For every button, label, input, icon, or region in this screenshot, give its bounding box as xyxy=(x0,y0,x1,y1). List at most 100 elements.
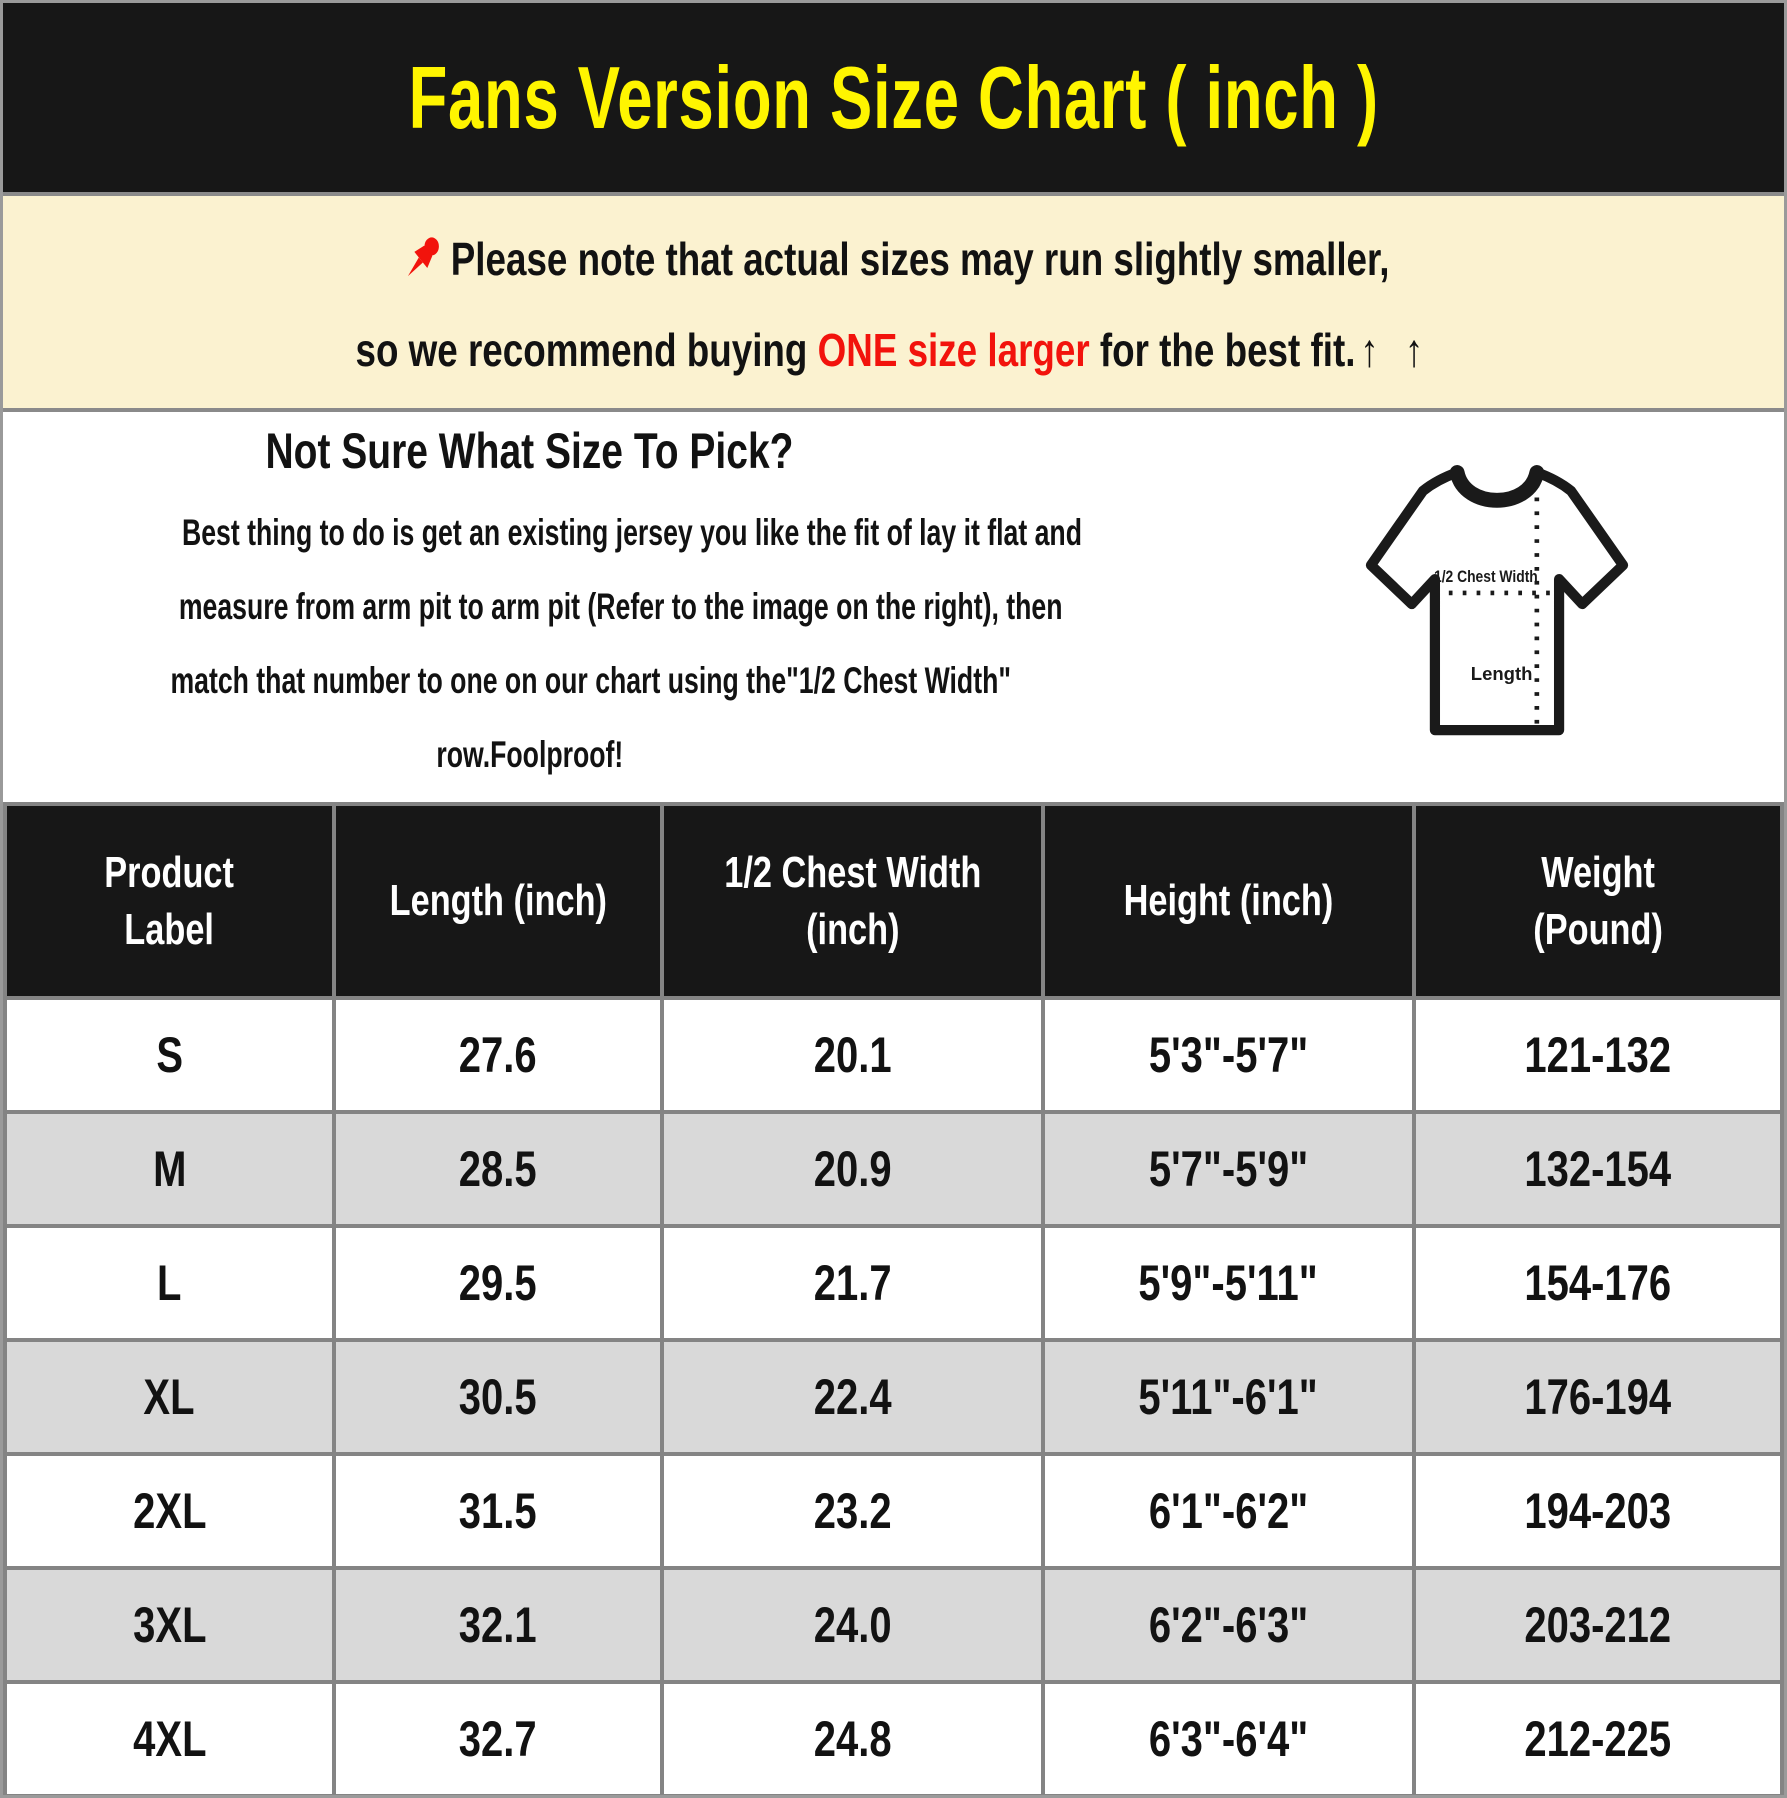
size-label-cell: 2XL xyxy=(3,1452,336,1570)
size-value-cell: 132-154 xyxy=(1412,1110,1784,1228)
guide-section: Not Sure What Size To Pick? Best thing t… xyxy=(3,412,1784,802)
cell-text: 30.5 xyxy=(459,1369,538,1425)
size-label-cell: XL xyxy=(3,1338,336,1456)
chest-width-label: 1/2 Chest Width xyxy=(1434,566,1538,585)
up-arrows: ↑ ↑ xyxy=(1360,323,1432,376)
guide-body-line: match that number to one on our chart us… xyxy=(7,644,1052,718)
size-value-cell: 32.1 xyxy=(331,1566,665,1684)
size-value-cell: 22.4 xyxy=(660,1338,1045,1456)
size-value-cell: 176-194 xyxy=(1412,1338,1784,1456)
page-title-text: Fans Version Size Chart ( inch ) xyxy=(408,47,1379,147)
cell-text: 29.5 xyxy=(459,1255,538,1311)
cell-text: M xyxy=(152,1141,187,1197)
note-line-1: Please note that actual sizes may run sl… xyxy=(3,229,1784,299)
column-header-text: Product Label xyxy=(105,844,235,958)
size-value-cell: 5'3"-5'7" xyxy=(1040,996,1417,1114)
cell-text: 3XL xyxy=(132,1597,207,1653)
size-value-cell: 212-225 xyxy=(1412,1680,1784,1795)
size-row-4xl: 4XL 32.7 24.8 6'3"-6'4" 212-225 xyxy=(3,1680,1784,1795)
size-row-2xl: 2XL 31.5 23.2 6'1"-6'2" 194-203 xyxy=(3,1452,1784,1570)
size-value-cell: 32.7 xyxy=(331,1680,665,1795)
guide-text-block: Not Sure What Size To Pick? Best thing t… xyxy=(7,422,1082,792)
size-value-cell: 29.5 xyxy=(331,1224,665,1342)
size-row-m: M 28.5 20.9 5'7"-5'9" 132-154 xyxy=(3,1110,1784,1228)
size-value-cell: 154-176 xyxy=(1412,1224,1784,1342)
cell-text: 32.1 xyxy=(459,1597,538,1653)
size-value-cell: 20.9 xyxy=(660,1110,1045,1228)
size-label-cell: 4XL xyxy=(3,1680,336,1795)
cell-text: 24.0 xyxy=(813,1597,892,1653)
cell-text: 6'1"-6'2" xyxy=(1148,1483,1309,1539)
column-header-0: Product Label xyxy=(3,802,336,1000)
size-value-cell: 6'2"-6'3" xyxy=(1040,1566,1417,1684)
size-value-cell: 27.6 xyxy=(331,996,665,1114)
size-value-cell: 31.5 xyxy=(331,1452,665,1570)
note-line-2-before: so we recommend buying xyxy=(355,323,818,376)
column-header-line: 1/2 Chest Width xyxy=(724,847,982,897)
cell-text: 20.9 xyxy=(813,1141,892,1197)
guide-heading: Not Sure What Size To Pick? xyxy=(7,422,1052,480)
cell-text: 121-132 xyxy=(1524,1027,1672,1083)
column-header-text: 1/2 Chest Width (inch) xyxy=(724,844,981,958)
column-header-line: Label xyxy=(124,905,215,954)
cell-text: 24.8 xyxy=(813,1711,892,1767)
size-label-cell: L xyxy=(3,1224,336,1342)
size-row-3xl: 3XL 32.1 24.0 6'2"-6'3" 203-212 xyxy=(3,1566,1784,1684)
cell-text: L xyxy=(157,1255,182,1311)
size-value-cell: 20.1 xyxy=(660,996,1045,1114)
cell-text: 132-154 xyxy=(1524,1141,1672,1197)
cell-text: 27.6 xyxy=(459,1027,538,1083)
guide-body-line: measure from arm pit to arm pit (Refer t… xyxy=(7,570,1063,644)
size-value-cell: 28.5 xyxy=(331,1110,665,1228)
column-header-line: Height (inch) xyxy=(1123,876,1334,926)
page-title: Fans Version Size Chart ( inch ) xyxy=(220,47,1567,149)
cell-text: 20.1 xyxy=(813,1027,892,1083)
size-value-cell: 5'9"-5'11" xyxy=(1040,1224,1417,1342)
size-row-xl: XL 30.5 22.4 5'11"-6'1" 176-194 xyxy=(3,1338,1784,1456)
column-header-line: (inch) xyxy=(805,905,900,954)
column-header-line: Product xyxy=(104,847,235,897)
cell-text: 194-203 xyxy=(1524,1483,1672,1539)
guide-heading-text: Not Sure What Size To Pick? xyxy=(265,423,794,479)
size-value-cell: 24.8 xyxy=(660,1680,1045,1795)
cell-text: 21.7 xyxy=(813,1255,892,1311)
pushpin-icon xyxy=(398,229,449,299)
cell-text: 176-194 xyxy=(1524,1369,1672,1425)
cell-text: 28.5 xyxy=(459,1141,538,1197)
column-header-line: (Pound) xyxy=(1533,905,1663,954)
cell-text: 6'3"-6'4" xyxy=(1148,1711,1309,1767)
cell-text: 5'7"-5'9" xyxy=(1148,1141,1309,1197)
size-value-cell: 21.7 xyxy=(660,1224,1045,1342)
size-label-cell: M xyxy=(3,1110,336,1228)
column-header-line: Weight xyxy=(1541,847,1655,897)
size-value-cell: 6'3"-6'4" xyxy=(1040,1680,1417,1795)
note-line-2-content: so we recommend buying ONE size larger f… xyxy=(355,323,1432,376)
cell-text: 32.7 xyxy=(459,1711,538,1767)
column-header-text: Weight (Pound) xyxy=(1533,844,1663,958)
cell-text: 5'11"-6'1" xyxy=(1138,1369,1319,1425)
guide-body-line-text: match that number to one on our chart us… xyxy=(170,660,1011,701)
size-value-cell: 6'1"-6'2" xyxy=(1040,1452,1417,1570)
length-label: Length xyxy=(1471,663,1533,684)
guide-body-line-text: measure from arm pit to arm pit (Refer t… xyxy=(178,586,1063,627)
title-banner: Fans Version Size Chart ( inch ) xyxy=(3,3,1784,196)
column-header-4: Weight (Pound) xyxy=(1412,802,1784,1000)
note-line-1-content: Please note that actual sizes may run sl… xyxy=(398,229,1389,299)
guide-body-line: Best thing to do is get an existing jers… xyxy=(7,496,1082,570)
cell-text: 2XL xyxy=(132,1483,207,1539)
size-row-l: L 29.5 21.7 5'9"-5'11" 154-176 xyxy=(3,1224,1784,1342)
cell-text: 154-176 xyxy=(1524,1255,1672,1311)
column-header-1: Length (inch) xyxy=(331,802,665,1000)
cell-text: 203-212 xyxy=(1524,1597,1672,1653)
size-value-cell: 23.2 xyxy=(660,1452,1045,1570)
guide-body-line-text: row.Foolproof! xyxy=(436,734,623,775)
size-label-cell: S xyxy=(3,996,336,1114)
size-table-body: S 27.6 20.1 5'3"-5'7" 121-132 M 28.5 20.9 5'7"-5… xyxy=(3,996,1784,1795)
cell-text: S xyxy=(156,1027,183,1083)
guide-body-line-text: Best thing to do is get an existing jers… xyxy=(181,512,1082,553)
one-size-larger-highlight: ONE size larger xyxy=(817,323,1090,376)
cell-text: 4XL xyxy=(132,1711,207,1767)
size-value-cell: 194-203 xyxy=(1412,1452,1784,1570)
note-banner: Please note that actual sizes may run sl… xyxy=(3,196,1784,412)
